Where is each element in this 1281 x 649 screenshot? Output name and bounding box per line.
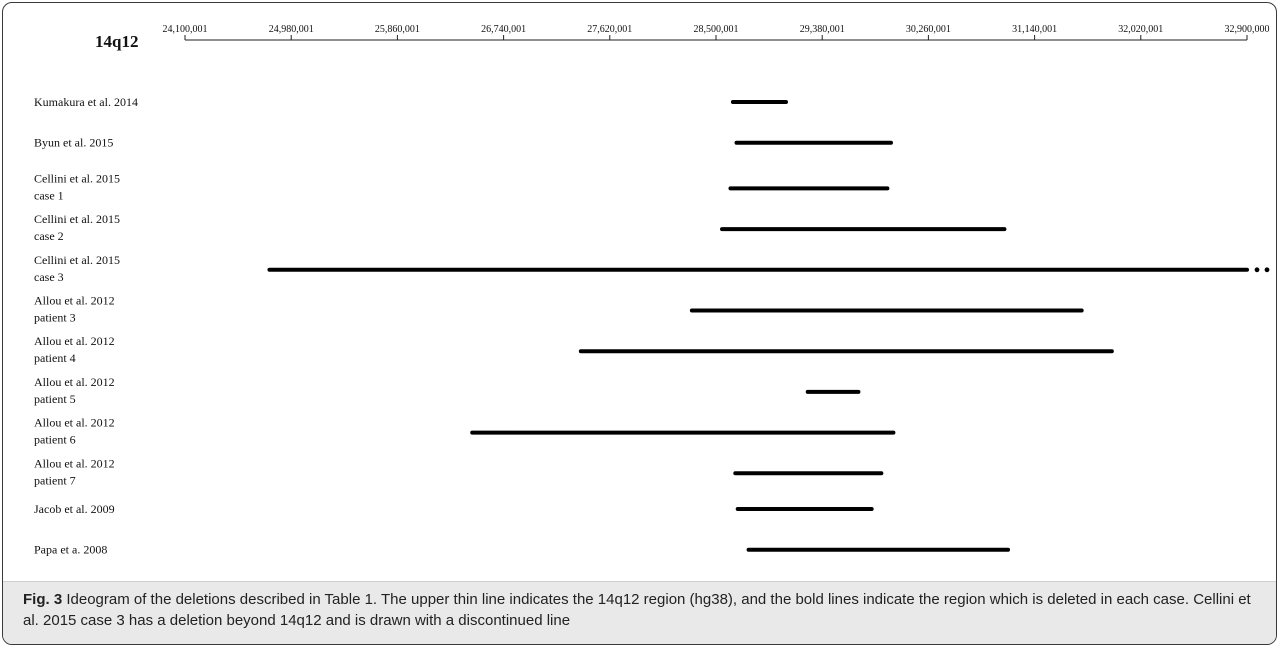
case-label: case 1 bbox=[34, 188, 64, 202]
case-label: case 3 bbox=[34, 270, 64, 284]
axis-tick-label: 32,900,000 bbox=[1225, 24, 1270, 35]
continuation-dot bbox=[1254, 267, 1260, 273]
case-label: patient 4 bbox=[34, 351, 76, 365]
axis-tick-label: 27,620,001 bbox=[587, 24, 632, 35]
case-label: Allou et al. 2012 bbox=[34, 294, 115, 308]
case-label: Allou et al. 2012 bbox=[34, 416, 115, 430]
axis-tick-label: 24,980,001 bbox=[269, 24, 314, 35]
caption-fig-label: Fig. 3 bbox=[23, 591, 63, 608]
continuation-dot bbox=[1264, 267, 1270, 273]
axis-tick-label: 30,260,001 bbox=[906, 24, 951, 35]
axis-tick-label: 24,100,001 bbox=[163, 24, 208, 35]
case-label: Kumakura et al. 2014 bbox=[34, 95, 138, 109]
case-label: Papa et a. 2008 bbox=[34, 543, 107, 557]
axis-tick-label: 31,140,001 bbox=[1012, 24, 1057, 35]
figure-caption: Fig. 3 Ideogram of the deletions describ… bbox=[23, 589, 1258, 631]
caption-text: Ideogram of the deletions described in T… bbox=[23, 591, 1251, 629]
case-label: Cellini et al. 2015 bbox=[34, 212, 120, 226]
case-label: patient 7 bbox=[34, 473, 76, 487]
axis-tick-label: 26,740,001 bbox=[481, 24, 526, 35]
case-label: Cellini et al. 2015 bbox=[34, 171, 120, 185]
axis-tick-label: 25,860,001 bbox=[375, 24, 420, 35]
deletion-ideogram-chart: 14q12 24,100,001 24,980,001 25,860,001 26,74… bbox=[34, 24, 1270, 557]
case-label: patient 3 bbox=[34, 311, 76, 325]
case-label: Byun et al. 2015 bbox=[34, 136, 113, 150]
region-label: 14q12 bbox=[95, 32, 138, 51]
case-label: patient 6 bbox=[34, 433, 76, 447]
axis-tick-label: 32,020,001 bbox=[1118, 24, 1163, 35]
case-label: Jacob et al. 2009 bbox=[34, 502, 115, 516]
case-label: Allou et al. 2012 bbox=[34, 456, 115, 470]
case-label: Allou et al. 2012 bbox=[34, 334, 115, 348]
case-label: Cellini et al. 2015 bbox=[34, 253, 120, 267]
case-label: Allou et al. 2012 bbox=[34, 375, 115, 389]
case-label: case 2 bbox=[34, 229, 64, 243]
case-label: patient 5 bbox=[34, 392, 76, 406]
caption-box: Fig. 3 Ideogram of the deletions describ… bbox=[3, 581, 1276, 644]
axis-tick-label: 29,380,001 bbox=[800, 24, 845, 35]
axis-tick-label: 28,500,001 bbox=[694, 24, 739, 35]
